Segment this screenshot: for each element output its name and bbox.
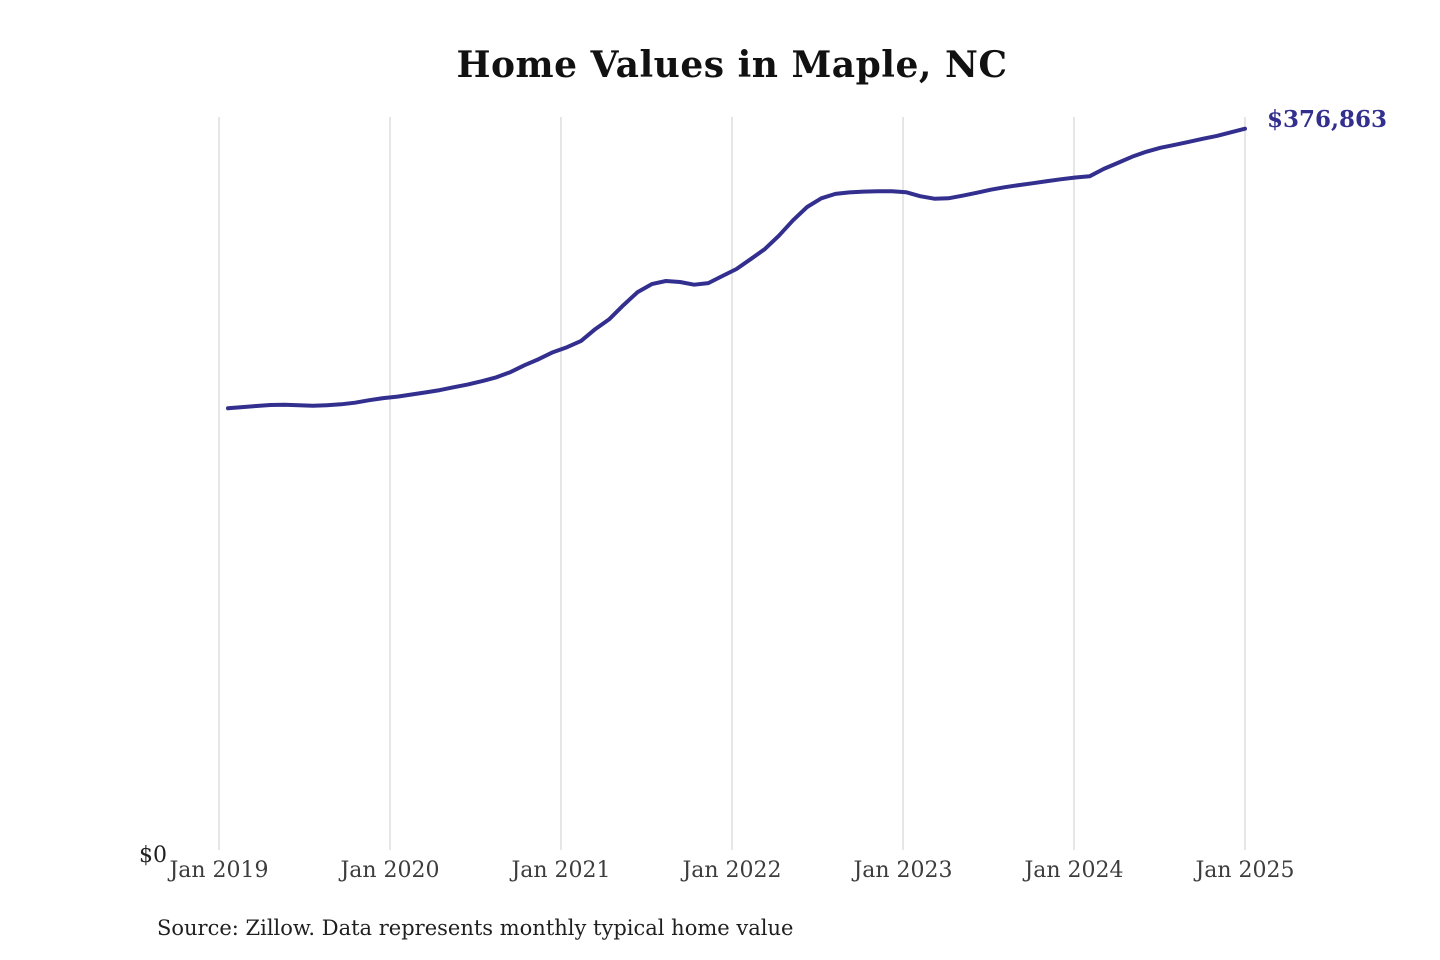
x-tick-jan-2025: Jan 2025 <box>1195 858 1295 883</box>
source-note: Source: Zillow. Data represents monthly … <box>157 916 794 940</box>
home-value-series-line <box>226 126 1247 411</box>
x-tick-jan-2020: Jan 2020 <box>340 858 440 883</box>
x-tick-jan-2022: Jan 2022 <box>682 858 782 883</box>
chart-title: Home Values in Maple, NC <box>456 44 1008 86</box>
x-tick-jan-2021: Jan 2021 <box>511 858 611 883</box>
latest-value-label: $376,863 <box>1267 106 1388 133</box>
x-tick-jan-2024: Jan 2024 <box>1024 858 1124 883</box>
x-tick-jan-2019: Jan 2019 <box>169 858 269 883</box>
y-axis-zero-label: $0 <box>139 843 167 868</box>
x-tick-jan-2023: Jan 2023 <box>853 858 953 883</box>
